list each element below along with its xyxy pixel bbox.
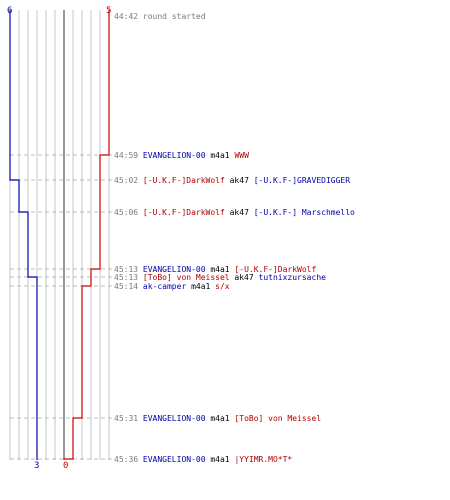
event-text: ak47 [224,208,254,217]
event-time: 44:42 [114,12,143,21]
event-text: |YYIMR.MO*T* [234,455,293,464]
event-time: 45:13 [114,273,143,282]
event-text: EVANGELION-00 [142,151,206,160]
event-text: round started [142,12,206,21]
event-text: [-U.K.F-]DarkWolf [234,265,317,274]
event-time: 45:14 [114,282,143,291]
event-row: 45:14 ak-camper m4a1 s/x [114,282,230,291]
event-row: 45:31 EVANGELION-00 m4a1 [ToBo] von Meis… [114,414,321,423]
event-row: 45:36 EVANGELION-00 m4a1 |YYIMR.MO*T* [114,455,292,464]
event-text: [ToBo] von Meissel [142,273,230,282]
event-text: m4a1 [205,455,235,464]
red-count-top: 5 [106,6,112,16]
event-text: [-U.K.F-]GRAVEDIGGER [253,176,351,185]
event-text: EVANGELION-00 [142,265,206,274]
event-row: 45:06 [-U.K.F-]DarkWolf ak47 [-U.K.F-] M… [114,208,355,217]
event-text: m4a1 [205,414,235,423]
red-team-line [63,10,110,460]
event-text: [ToBo] von Meissel [234,414,322,423]
blue-count-top: 6 [7,6,13,16]
event-time: 45:06 [114,208,143,217]
event-row: 45:13 [ToBo] von Meissel ak47 tutnixzurs… [114,273,326,282]
event-text: s/x [215,282,230,291]
event-time: 45:13 [114,265,143,274]
event-time: 45:36 [114,455,143,464]
event-text: ak47 [224,176,254,185]
event-text: EVANGELION-00 [142,455,206,464]
event-time: 45:31 [114,414,143,423]
event-time: 44:59 [114,151,143,160]
event-text: [-U.K.F-]DarkWolf [142,176,225,185]
blue-team-line [9,10,38,460]
event-text: m4a1 [205,265,235,274]
event-row: 44:59 EVANGELION-00 m4a1 WWW [114,151,249,160]
event-row: 45:02 [-U.K.F-]DarkWolf ak47 [-U.K.F-]GR… [114,176,350,185]
event-time: 45:02 [114,176,143,185]
event-text: EVANGELION-00 [142,414,206,423]
blue-count-bottom: 3 [34,461,40,471]
event-row: 45:13 EVANGELION-00 m4a1 [-U.K.F-]DarkWo… [114,265,316,274]
event-text: [-U.K.F-] Marschmello [253,208,355,217]
event-text: ak-camper [142,282,187,291]
event-text: [-U.K.F-]DarkWolf [142,208,225,217]
event-text: tutnixzursache [258,273,326,282]
event-text: ak47 [229,273,259,282]
red-count-bottom: 0 [63,461,69,471]
event-text: m4a1 [205,151,235,160]
event-row: 44:42 round started [114,12,206,21]
event-text: m4a1 [186,282,216,291]
event-text: WWW [234,151,249,160]
